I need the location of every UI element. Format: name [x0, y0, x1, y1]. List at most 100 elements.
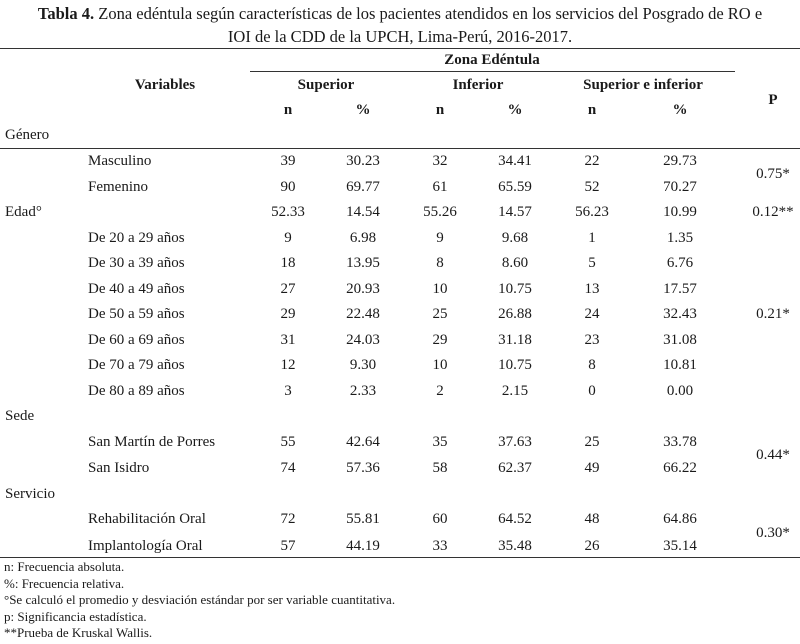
cell: 44.19 — [346, 538, 380, 554]
header-superior: Superior — [297, 77, 355, 93]
footnote: p: Significancia estadística. — [4, 608, 147, 624]
cell: 31.08 — [663, 332, 697, 348]
header-n-ambos: n — [587, 102, 597, 118]
footnote: **Prueba de Kruskal Wallis. — [4, 625, 153, 641]
row-label: De 60 a 69 años — [88, 332, 185, 348]
cell: 27 — [280, 281, 296, 297]
cell: 35.14 — [663, 538, 697, 554]
cell: 39 — [280, 153, 296, 169]
p-value-edad: 0.12** — [752, 204, 794, 220]
cell: 8 — [588, 357, 596, 373]
cell: 9 — [436, 230, 444, 246]
cell: 29.73 — [663, 153, 697, 169]
row-label: Masculino — [88, 153, 152, 169]
cell: 57.36 — [346, 460, 380, 476]
cell: 20.93 — [346, 281, 380, 297]
header-n-superior: n — [283, 102, 293, 118]
cell: 9.68 — [501, 230, 529, 246]
cell: 17.57 — [663, 281, 697, 297]
cell: 12 — [280, 357, 296, 373]
row-label: De 40 a 49 años — [88, 281, 185, 297]
cell: 26 — [584, 538, 600, 554]
cell: 9.30 — [349, 357, 377, 373]
cell: 23 — [584, 332, 600, 348]
cell: 22.48 — [346, 306, 380, 322]
cell: 64.86 — [663, 511, 697, 527]
cell: 8.60 — [501, 255, 529, 271]
cell: 10 — [432, 357, 448, 373]
cell: 29 — [432, 332, 448, 348]
cell: 6.98 — [349, 230, 377, 246]
cell: 69.77 — [346, 179, 380, 195]
cell: 32.43 — [663, 306, 697, 322]
header-n-inferior: n — [435, 102, 445, 118]
cell: 10.99 — [663, 204, 697, 220]
row-label: De 30 a 39 años — [88, 255, 185, 271]
cell: 42.64 — [346, 434, 380, 450]
cell: 33.78 — [663, 434, 697, 450]
cell: 2.15 — [501, 383, 529, 399]
cell: 48 — [584, 511, 600, 527]
cell: 55.26 — [423, 204, 457, 220]
cell: 2.33 — [349, 383, 377, 399]
cell: 10.81 — [663, 357, 697, 373]
cell: 13 — [584, 281, 600, 297]
p-value-genero: 0.75* — [756, 166, 790, 182]
cell: 66.22 — [663, 460, 697, 476]
cell: 18 — [280, 255, 296, 271]
bottom-rule — [0, 557, 800, 558]
cell: 26.88 — [498, 306, 532, 322]
cell: 55.81 — [346, 511, 380, 527]
section-servicio: Servicio — [5, 486, 55, 502]
cell: 10 — [432, 281, 448, 297]
header-bottom-rule — [0, 148, 800, 149]
cell: 52.33 — [271, 204, 305, 220]
cell: 70.27 — [663, 179, 697, 195]
header-pct-superior: % — [355, 102, 371, 118]
row-label: San Martín de Porres — [88, 434, 216, 450]
cell: 10.75 — [498, 357, 532, 373]
row-label: De 80 a 89 años — [88, 383, 185, 399]
cell: 6.76 — [666, 255, 694, 271]
cell: 10.75 — [498, 281, 532, 297]
cell: 64.52 — [498, 511, 532, 527]
cell: 1 — [588, 230, 596, 246]
header-zona-edentula: Zona Edéntula — [444, 52, 540, 68]
cell: 25 — [432, 306, 448, 322]
row-label: Rehabilitación Oral — [88, 511, 206, 527]
cell: 1.35 — [666, 230, 694, 246]
cell: 90 — [280, 179, 296, 195]
cell: 31.18 — [498, 332, 532, 348]
cell: 58 — [432, 460, 448, 476]
header-inferior: Inferior — [452, 77, 504, 93]
cell: 35.48 — [498, 538, 532, 554]
row-label: De 50 a 59 años — [88, 306, 185, 322]
section-sede: Sede — [5, 408, 35, 424]
cell: 60 — [432, 511, 448, 527]
cell: 5 — [588, 255, 596, 271]
cell: 55 — [280, 434, 296, 450]
footnote: n: Frecuencia absoluta. — [4, 559, 125, 574]
cell: 13.95 — [346, 255, 380, 271]
cell: 62.37 — [498, 460, 532, 476]
cell: 9 — [284, 230, 292, 246]
cell: 65.59 — [498, 179, 532, 195]
cell: 56.23 — [575, 204, 609, 220]
cell: 34.41 — [498, 153, 532, 169]
header-p: P — [768, 92, 778, 108]
cell: 72 — [280, 511, 296, 527]
cell: 52 — [584, 179, 600, 195]
table-footnotes: n: Frecuencia absoluta. %: Frecuencia re… — [4, 559, 395, 642]
cell: 57 — [280, 538, 296, 554]
p-value-sede: 0.44* — [756, 447, 790, 463]
row-label: De 20 a 29 años — [88, 230, 185, 246]
row-label: De 70 a 79 años — [88, 357, 185, 373]
cell: 0.00 — [666, 383, 694, 399]
cell: 2 — [436, 383, 444, 399]
table-caption: Tabla 4. Zona edéntula según característ… — [0, 2, 800, 48]
cell: 22 — [584, 153, 600, 169]
p-value-servicio: 0.30* — [756, 525, 790, 541]
cell: 33 — [432, 538, 448, 554]
top-rule — [0, 48, 800, 49]
